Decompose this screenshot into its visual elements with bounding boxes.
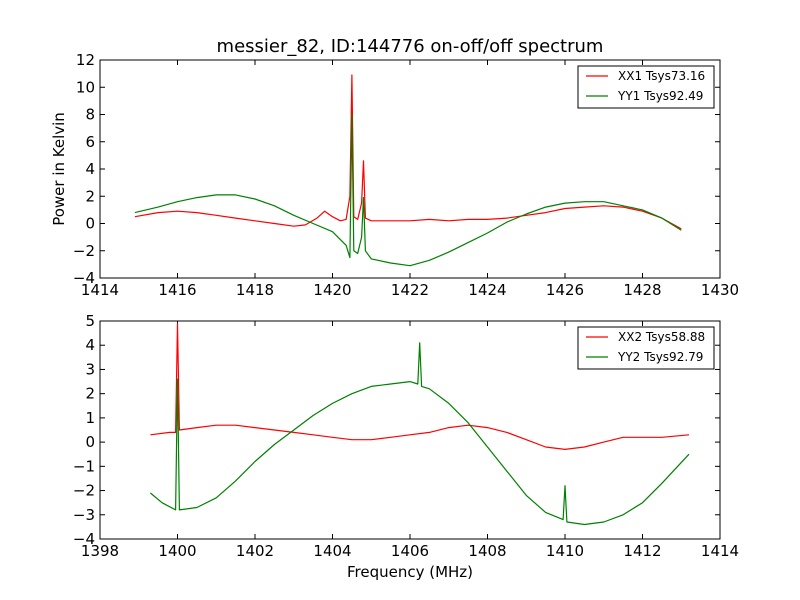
- axes-frame-top: [99, 59, 721, 279]
- x-tick-label: 1398: [81, 542, 119, 560]
- series-line-xx1: [134, 74, 682, 230]
- x-tick-label: 1406: [391, 542, 429, 560]
- panel-bottom: 1398 1400 1402 1404 1406 1408 1410 1412 1414−4−3…: [73, 312, 739, 560]
- chart-title: messier_82, ID:144776 on-off/off spectru…: [217, 36, 604, 57]
- series-bottom: [150, 322, 690, 526]
- panel-top: 1414 1416 1418 1420 1422 1424 1426 1428 1430 −4 −2…: [73, 51, 739, 299]
- y-tick-label: 2: [85, 385, 95, 403]
- x-tick-label: 1402: [236, 542, 274, 560]
- x-tick-label: 1412: [623, 542, 661, 560]
- legend-box-bottom: [577, 326, 715, 370]
- y-tick-label: 0: [85, 215, 95, 233]
- y-tick-label: 4: [85, 336, 95, 354]
- y-tick-label: 6: [85, 133, 95, 151]
- legend-box-top: [577, 65, 715, 109]
- x-tick-label: 1414: [81, 281, 119, 299]
- series-line-yy2: [150, 342, 690, 526]
- x-tick-label: 1426: [546, 281, 584, 299]
- legend-bottom: XX2 Tsys58.88 YY2 Tsys92.79: [577, 326, 715, 370]
- series-line-xx2: [150, 322, 690, 450]
- x-tick-label: 1404: [313, 542, 351, 560]
- ticks-top: 1414 1416 1418 1420 1422 1424 1426 1428 1430 −4 −2…: [73, 51, 739, 299]
- x-tick-label: 1428: [623, 281, 661, 299]
- legend-top: XX1 Tsys73.16 YY1 Tsys92.49: [577, 65, 715, 109]
- y-tick-label: −4: [73, 269, 95, 287]
- y-tick-label: −4: [73, 530, 95, 548]
- y-tick-label: 3: [85, 360, 95, 378]
- legend-label-xx1: XX1 Tsys73.16: [618, 69, 705, 83]
- x-tick-label: 1414: [701, 542, 739, 560]
- y-tick-label: 2: [85, 187, 95, 205]
- legend-label-yy2: YY2 Tsys92.79: [617, 350, 703, 364]
- y-tick-label: −2: [73, 482, 95, 500]
- y-tick-label: −2: [73, 242, 95, 260]
- x-tick-label: 1420: [313, 281, 351, 299]
- y-tick-label: 0: [85, 433, 95, 451]
- y-tick-label: −1: [73, 457, 95, 475]
- axes-frame-bottom: [99, 320, 721, 540]
- legend-label-xx2: XX2 Tsys58.88: [618, 330, 705, 344]
- y-tick-label: 1: [85, 409, 95, 427]
- y-tick-label: 8: [85, 106, 95, 124]
- x-tick-label: 1416: [158, 281, 196, 299]
- x-tick-label: 1410: [546, 542, 584, 560]
- x-tick-label: 1430: [701, 281, 739, 299]
- x-axis-label: Frequency (MHz): [347, 563, 473, 581]
- x-tick-label: 1400: [158, 542, 196, 560]
- y-axis-label: Power in Kelvin: [50, 112, 68, 226]
- legend-label-yy1: YY1 Tsys92.49: [617, 89, 703, 103]
- y-tick-label: 5: [85, 312, 95, 330]
- y-tick-label: 12: [76, 51, 95, 69]
- x-tick-label: 1408: [468, 542, 506, 560]
- y-tick-label: 10: [76, 78, 95, 96]
- y-tick-label: 4: [85, 160, 95, 178]
- series-top: [134, 74, 682, 267]
- series-line-yy1: [134, 113, 682, 267]
- x-tick-label: 1418: [236, 281, 274, 299]
- x-tick-label: 1424: [468, 281, 506, 299]
- x-tick-label: 1422: [391, 281, 429, 299]
- y-tick-label: −3: [73, 506, 95, 524]
